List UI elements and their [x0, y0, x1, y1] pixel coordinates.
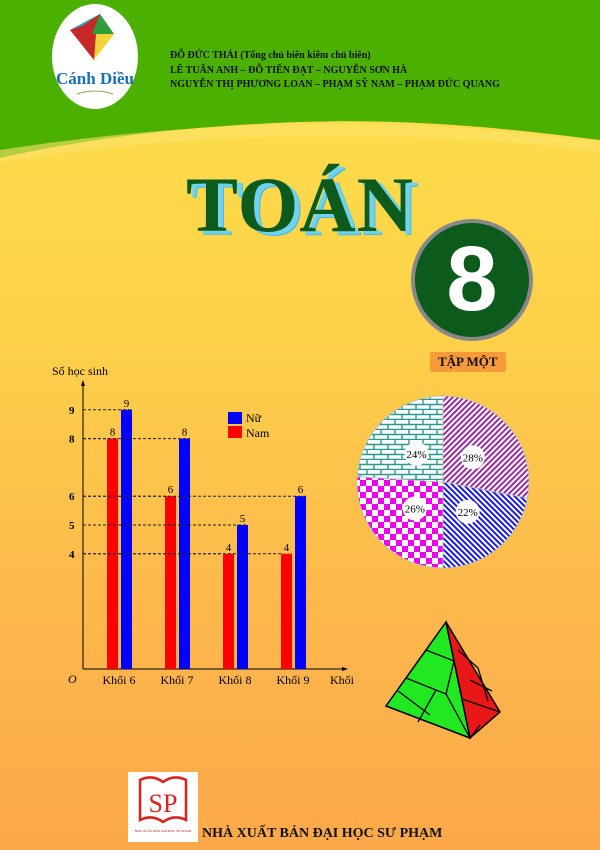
legend-label-nu: Nữ [246, 411, 262, 425]
y-tick-label: 9 [69, 405, 75, 417]
y-tick-label: 6 [69, 491, 75, 503]
x-axis-arrow [342, 667, 348, 671]
legend-swatch-nu [228, 412, 242, 424]
pie-label-bg [460, 445, 485, 470]
svg-text:SP: SP [149, 789, 178, 818]
data-label-nam: 8 [110, 427, 116, 439]
author-line: NGUYỄN THỊ PHƯƠNG LOAN – PHẠM SỸ NAM – P… [170, 79, 500, 90]
y-axis-arrow [81, 380, 85, 386]
pie-label: 24% [406, 449, 426, 461]
pie-label: 22% [458, 507, 478, 519]
kite-icon [70, 14, 100, 60]
data-label-nam: 4 [284, 542, 290, 554]
y-tick-label: 8 [69, 434, 75, 446]
pie-label-bg [404, 441, 429, 466]
y-tick-label: 4 [69, 549, 75, 561]
x-tick-label: Khối 6 [103, 673, 136, 687]
y-tick-label: 5 [69, 520, 75, 532]
x-axis-label: Khối [330, 673, 355, 687]
author-line: ĐỖ ĐỨC THÁI (Tổng chủ biên kiêm chủ biên… [170, 50, 371, 61]
bar-nam [281, 553, 292, 669]
data-label-nu: 6 [298, 484, 304, 496]
pie-label-bg [402, 496, 427, 521]
y-axis-label: Số học sinh [52, 364, 108, 378]
grade-badge: 8 [411, 219, 533, 341]
publisher-logo-text: NHÀ XUẤT BẢN ĐẠI HỌC SƯ PHẠM [135, 828, 191, 833]
bar-nam [223, 553, 234, 669]
book-title: TOÁN [186, 161, 414, 248]
legend-label-nam: Nam [246, 426, 270, 440]
pie-label: 28% [463, 452, 483, 464]
data-label-nam: 6 [168, 484, 174, 496]
origin-label: O [68, 672, 77, 686]
bar-nam [107, 438, 118, 669]
pie-label: 26% [405, 503, 425, 515]
data-label-nam: 4 [226, 542, 232, 554]
author-line: LÊ TUẤN ANH – ĐỖ TIẾN ĐẠT – NGUYỄN SƠN H… [170, 64, 408, 76]
data-label-nu: 8 [182, 427, 188, 439]
canh-dieu-logo: Cánh Diều [52, 4, 138, 109]
series-title: Cánh Diều [56, 69, 134, 88]
publisher-name: NHÀ XUẤT BẢN ĐẠI HỌC SƯ PHẠM [202, 826, 443, 841]
bar-nu [295, 496, 306, 669]
authors: ĐỖ ĐỨC THÁI (Tổng chủ biên kiêm chủ biên… [170, 49, 500, 93]
pie-label-bg [455, 499, 480, 524]
pie-slice [442, 395, 530, 499]
x-tick-label: Khối 7 [161, 673, 194, 687]
bar-nam [165, 496, 176, 669]
x-tick-label: Khối 8 [219, 673, 252, 687]
header-green-band [0, 0, 600, 158]
publisher-logo: SP NHÀ XUẤT BẢN ĐẠI HỌC SƯ PHẠM [128, 772, 198, 842]
data-label-nu: 5 [240, 513, 246, 525]
legend-swatch-nam [228, 426, 242, 438]
x-tick-label: Khối 9 [277, 673, 310, 687]
bar-nu [237, 525, 248, 669]
volume-label: TẬP MỘT [430, 352, 506, 372]
data-label-nu: 9 [124, 398, 130, 410]
bar-nu [121, 409, 132, 669]
